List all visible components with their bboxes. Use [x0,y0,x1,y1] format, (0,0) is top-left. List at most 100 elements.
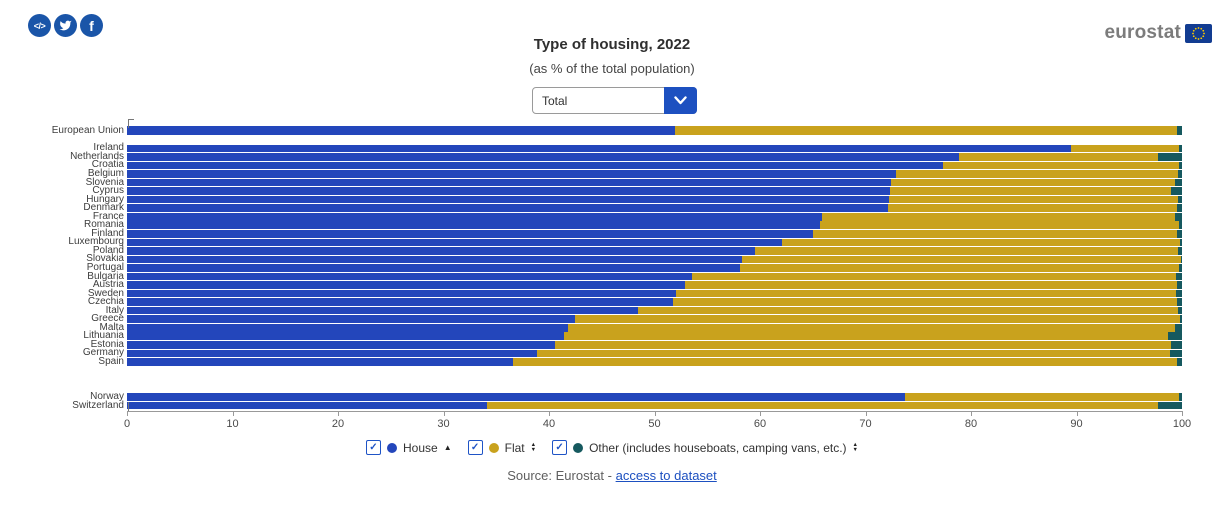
bar-row[interactable] [127,289,1182,298]
y-axis-label: Austria [92,279,124,291]
bar-row[interactable] [127,315,1182,323]
y-axis-label: Ireland [93,142,124,154]
population-filter-dropdown[interactable]: Total [532,87,697,114]
sort-toggle-icon[interactable]: ▲ ▼ [530,441,537,453]
bar-segment-other [1157,401,1182,410]
bar-row[interactable] [127,153,1182,161]
y-axis-label: Poland [92,244,124,256]
x-axis-tick [1182,410,1183,416]
bar-row[interactable] [127,349,1182,358]
bar-row[interactable] [127,187,1182,195]
bar-row[interactable] [127,170,1182,178]
y-axis-label: Switzerland [72,399,124,411]
legend-color-dot [387,442,397,453]
bar-segment-flat [555,341,1172,349]
y-axis-label: France [92,210,124,222]
bar-segment-house [127,289,676,298]
facebook-icon[interactable]: f [80,14,103,37]
y-axis-label: Portugal [86,261,124,273]
legend-checkbox[interactable]: ✓ [552,440,568,455]
y-axis-label: Slovenia [85,176,124,188]
sort-toggle-icon[interactable]: ▲ ▼ [852,441,858,453]
access-dataset-link[interactable]: access to dataset [615,468,717,483]
bar-row[interactable] [127,178,1182,187]
y-axis-label: Bulgaria [87,270,124,282]
bar-segment-house [127,255,743,264]
bar-segment-house [127,161,943,170]
bar-segment-house [127,247,755,255]
bar-row[interactable] [127,323,1182,332]
page-title: Type of housing, 2022 [533,36,691,53]
embed-code-icon[interactable]: </> [28,14,51,37]
bar-segment-flat [820,221,1179,230]
bar-segment-other [1179,238,1182,247]
bar-segment-flat [692,272,1176,281]
bar-row[interactable] [127,144,1182,153]
page-subtitle: (as % of the total population) [529,61,695,76]
bar-row[interactable] [127,230,1182,238]
bar-row[interactable] [127,264,1182,272]
y-axis-label: Cyprus [92,185,124,197]
bar-segment-house [127,204,888,212]
bar-segment-flat [685,281,1177,289]
bar-row[interactable] [127,161,1182,170]
twitter-bird-glyph [59,20,72,31]
bar-row[interactable] [127,341,1182,349]
legend-checkbox[interactable]: ✓ [366,440,381,455]
bar-segment-flat [637,306,1178,315]
bar-segment-other [1180,255,1182,264]
bar-segment-flat [674,126,1177,135]
bar-row[interactable] [127,401,1182,410]
sort-ascending-icon[interactable]: ▲ [443,443,452,452]
bar-row[interactable] [127,393,1182,401]
bar-segment-other [1174,323,1182,332]
x-axis-tick-label: 50 [648,417,661,430]
bar-segment-house [127,306,638,315]
eurostat-logo[interactable]: eurostat [1104,22,1212,44]
bar-row[interactable] [127,358,1182,366]
bar-row[interactable] [127,332,1182,341]
x-axis-tick [338,410,339,416]
bar-row[interactable] [127,212,1182,221]
y-axis-label: Spain [98,355,124,367]
y-axis-label: Malta [99,321,124,333]
bar-row[interactable] [127,238,1182,247]
bar-segment-other [1178,221,1182,230]
chevron-down-icon[interactable] [664,87,697,114]
twitter-icon[interactable] [54,14,77,37]
bar-segment-house [127,349,538,358]
x-axis-tick-label: 60 [753,417,767,430]
bar-row[interactable] [127,247,1182,255]
eurostat-logo-text: eurostat [1104,22,1181,43]
bar-row[interactable] [127,126,1182,135]
bar-segment-flat [959,153,1158,161]
bar-row[interactable] [127,221,1182,230]
bar-segment-flat [812,230,1177,238]
bar-segment-other [1178,264,1182,272]
bar-row[interactable] [127,306,1182,315]
bar-row[interactable] [127,195,1182,204]
x-axis-tick-label: 100 [1172,417,1192,430]
bar-segment-flat [537,349,1171,358]
bar-row[interactable] [127,281,1182,289]
y-axis-label: Hungary [86,193,124,205]
bar-segment-other [1175,272,1182,281]
bar-segment-house [127,281,686,289]
bar-segment-other [1177,306,1182,315]
bar-row[interactable] [127,255,1182,264]
legend-checkbox[interactable]: ✓ [467,440,483,455]
bar-segment-flat [889,187,1172,195]
bar-segment-house [127,272,693,281]
y-axis-label: Czechia [87,296,124,308]
bar-segment-flat [822,212,1175,221]
legend-item-house: ✓ House ▲ [366,440,452,455]
bar-segment-flat [1071,144,1179,153]
bar-segment-house [127,144,1072,153]
bar-row[interactable] [127,204,1182,212]
bar-segment-other [1168,332,1182,341]
legend-color-dot [573,442,584,453]
bar-segment-other [1171,187,1182,195]
bar-row[interactable] [127,272,1182,281]
bar-row[interactable] [127,298,1182,306]
